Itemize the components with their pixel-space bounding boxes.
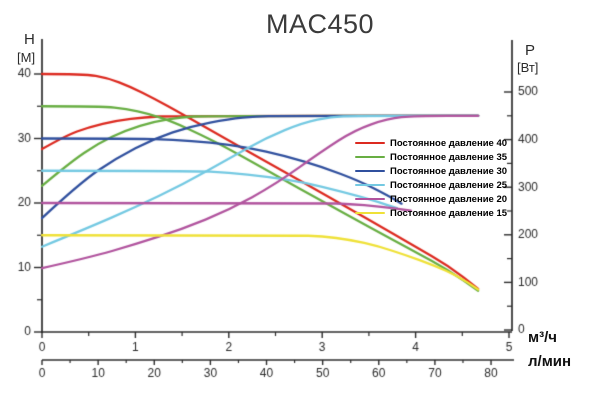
legend-swatch [355,141,385,145]
x-axis-secondary-unit: л/мин [528,353,572,370]
chart-title: MAC450 [265,9,375,39]
legend-swatch [355,155,385,159]
legend-item: Постоянное давление 30 [355,164,507,178]
legend-label: Постоянное давление 35 [390,151,508,163]
left-axis-unit: [M] [17,50,36,65]
legend-swatch [355,197,385,201]
legend-label: Постоянное давление 40 [390,137,508,149]
legend-swatch [355,169,385,173]
legend-item: Постоянное давление 40 [355,136,507,150]
left-axis-label: H [24,31,35,48]
legend-swatch [355,183,385,187]
legend-item: Постоянное давление 25 [355,178,507,192]
legend-item: Постоянное давление 15 [355,206,507,220]
right-axis-unit: [Вт] [517,60,539,75]
legend-label: Постоянное давление 25 [390,179,508,191]
legend-label: Постоянное давление 30 [390,165,508,177]
legend: Постоянное давление 40 Постоянное давлени… [355,136,507,220]
legend-item: Постоянное давление 35 [355,150,507,164]
legend-item: Постоянное давление 20 [355,192,507,206]
legend-swatch [355,211,385,215]
legend-label: Постоянное давление 15 [390,207,508,219]
x-axis-primary-unit: м³/ч [528,329,557,346]
legend-label: Постоянное давление 20 [390,193,508,205]
right-axis-label: P [525,42,536,59]
